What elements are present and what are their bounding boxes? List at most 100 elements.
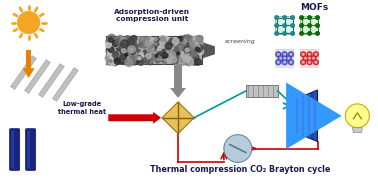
Circle shape [153,52,156,54]
Circle shape [194,53,199,59]
Circle shape [108,44,112,48]
Circle shape [163,37,166,40]
Circle shape [182,43,185,46]
Circle shape [195,59,201,65]
Circle shape [183,56,190,63]
Circle shape [172,47,178,53]
Text: Low-grade
thermal heat: Low-grade thermal heat [58,101,107,115]
Circle shape [308,24,311,27]
Circle shape [307,52,312,57]
Circle shape [184,48,189,53]
Circle shape [283,16,287,19]
Circle shape [300,16,304,19]
Circle shape [286,56,291,61]
Circle shape [191,55,197,61]
Circle shape [166,38,169,42]
Circle shape [129,56,136,63]
Circle shape [160,37,166,42]
Circle shape [163,39,166,43]
Circle shape [138,57,141,60]
Circle shape [108,34,116,42]
Circle shape [186,51,190,56]
Circle shape [108,38,113,42]
Circle shape [108,49,114,55]
Circle shape [139,41,146,48]
Circle shape [153,54,159,60]
Circle shape [156,55,160,60]
Circle shape [124,38,127,41]
Circle shape [129,44,135,50]
Circle shape [108,49,115,56]
Circle shape [148,60,153,65]
Circle shape [345,104,369,128]
Circle shape [315,53,317,55]
Circle shape [125,39,132,46]
Circle shape [125,40,128,44]
Circle shape [184,45,191,52]
Circle shape [177,37,183,44]
Circle shape [132,43,138,49]
Circle shape [112,55,118,61]
Polygon shape [203,42,215,58]
Circle shape [160,42,167,48]
Circle shape [115,43,123,50]
Circle shape [158,36,166,44]
Circle shape [165,40,171,47]
Circle shape [291,24,294,27]
Circle shape [131,36,137,42]
Circle shape [275,32,279,35]
Circle shape [162,53,168,58]
Circle shape [192,46,199,53]
Circle shape [191,49,197,54]
Circle shape [194,51,198,55]
Circle shape [136,57,139,60]
Circle shape [150,54,156,60]
Circle shape [191,54,199,62]
Circle shape [110,56,116,63]
Circle shape [313,52,318,57]
Circle shape [185,35,192,42]
FancyBboxPatch shape [301,49,319,67]
Circle shape [167,51,170,53]
Circle shape [126,53,132,59]
Circle shape [191,44,199,51]
Circle shape [198,40,202,44]
Circle shape [122,58,126,63]
Circle shape [197,48,203,55]
Circle shape [128,51,135,58]
Circle shape [177,46,182,52]
Circle shape [172,38,179,44]
Circle shape [291,16,294,19]
Circle shape [113,49,118,53]
Text: MOFs: MOFs [301,3,328,12]
Circle shape [172,59,178,65]
Circle shape [308,32,311,35]
Circle shape [194,42,200,47]
FancyBboxPatch shape [11,130,14,169]
Circle shape [191,49,197,55]
Circle shape [194,39,198,44]
Circle shape [168,44,176,51]
Circle shape [180,49,182,52]
Circle shape [164,45,167,48]
Circle shape [192,47,198,52]
Circle shape [301,52,306,57]
Circle shape [124,36,130,42]
Circle shape [125,59,133,67]
Circle shape [116,44,123,51]
Circle shape [160,57,163,60]
Circle shape [143,52,151,60]
Circle shape [316,16,319,19]
Circle shape [162,36,170,44]
Circle shape [157,52,164,58]
Circle shape [138,50,143,55]
Circle shape [153,54,156,56]
Circle shape [130,49,136,55]
Circle shape [184,46,192,54]
Circle shape [152,48,155,51]
Circle shape [186,59,192,66]
Circle shape [170,49,174,53]
Circle shape [107,49,114,56]
Circle shape [188,51,192,55]
Circle shape [115,58,120,63]
